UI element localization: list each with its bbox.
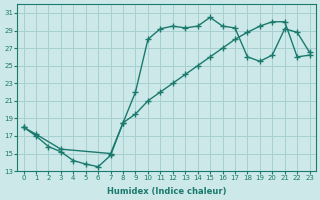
X-axis label: Humidex (Indice chaleur): Humidex (Indice chaleur) xyxy=(107,187,226,196)
